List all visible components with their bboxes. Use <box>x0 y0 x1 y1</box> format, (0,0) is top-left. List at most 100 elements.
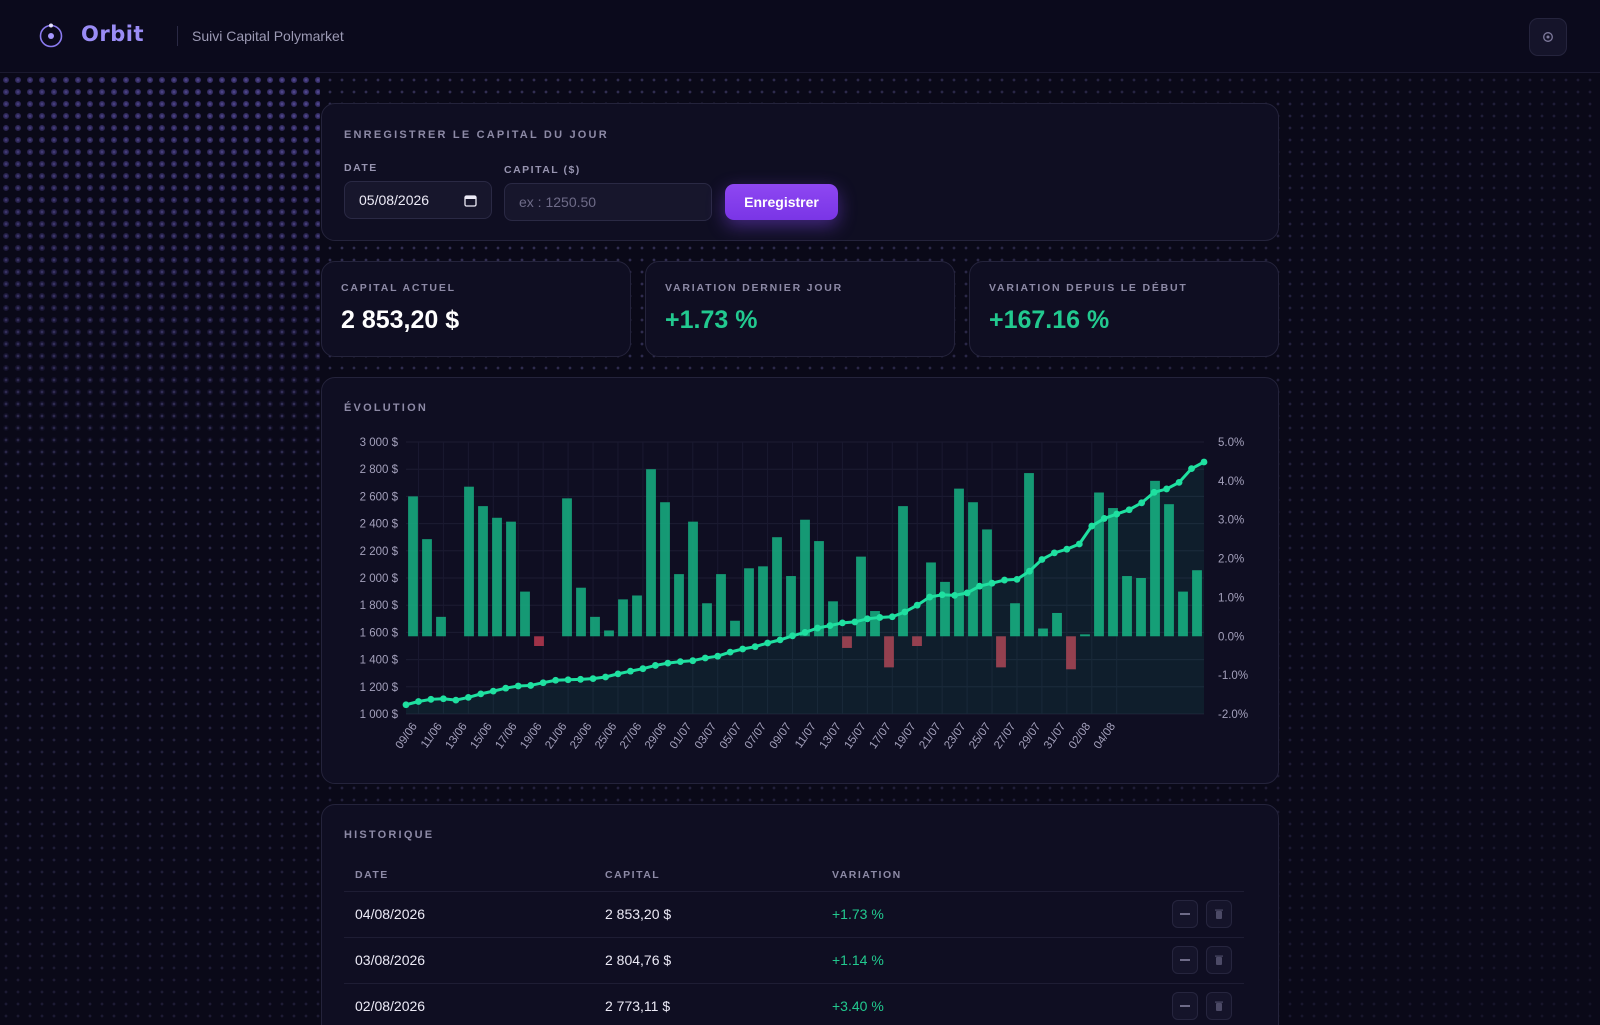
variation-bar <box>814 541 824 637</box>
edit-button[interactable] <box>1172 992 1198 1020</box>
capital-point <box>988 579 996 587</box>
evolution-chart[interactable]: 3 000 $ 2 800 $ 2 600 $ 2 400 $ 2 200 $ 2 000… <box>322 378 1280 785</box>
capital-point <box>926 593 934 601</box>
x-axis-tick-label: 23/07 <box>942 721 968 751</box>
capital-point <box>527 682 535 689</box>
right-axis-tick-label: 4.0% <box>1218 476 1244 488</box>
delete-button[interactable] <box>1206 900 1232 928</box>
variation-bar <box>800 519 810 637</box>
variation-bar <box>436 616 446 637</box>
variation-bar <box>1010 603 1020 637</box>
row-variation: +1.14 % <box>832 952 884 968</box>
capital-point <box>577 675 584 683</box>
variation-bar <box>1080 634 1090 637</box>
capital-point <box>489 687 497 695</box>
row-date: 04/08/2026 <box>355 906 426 922</box>
left-axis-tick-label: 1 200 $ <box>360 682 399 694</box>
settings-button[interactable] <box>1529 18 1567 56</box>
capital-point <box>714 652 722 660</box>
variation-bar <box>674 574 684 637</box>
delete-button[interactable] <box>1206 946 1232 974</box>
calendar-icon[interactable] <box>464 194 477 207</box>
capital-point <box>751 643 759 651</box>
orbit-logo-icon <box>39 23 63 48</box>
capital-point <box>963 589 971 597</box>
variation-bar <box>744 568 754 637</box>
capital-input[interactable]: ex : 1250.50 <box>504 183 712 221</box>
capital-point <box>814 624 821 632</box>
table-row: 03/08/2026 2 804,76 $ +1.14 % <box>344 937 1244 982</box>
capital-point <box>651 662 659 669</box>
left-axis-tick-label: 2 400 $ <box>360 519 399 531</box>
x-axis-tick-label: 21/06 <box>543 721 569 751</box>
capital-point <box>1026 567 1033 575</box>
x-axis-tick-label: 21/07 <box>917 721 943 751</box>
variation-bar <box>870 611 880 637</box>
x-axis-tick-label: 27/07 <box>992 721 1018 751</box>
row-date: 02/08/2026 <box>355 998 426 1014</box>
edit-icon <box>1180 959 1190 961</box>
right-axis-tick-label: -1.0% <box>1218 670 1248 682</box>
col-header-capital: CAPITAL <box>605 869 661 881</box>
delete-button[interactable] <box>1206 992 1232 1020</box>
x-axis-tick-label: 13/07 <box>818 721 844 751</box>
variation-bar <box>688 521 698 637</box>
date-input[interactable]: 05/08/2026 <box>344 181 492 219</box>
variation-bar <box>660 502 670 637</box>
x-axis-tick-label: 11/07 <box>793 721 819 751</box>
variation-bar <box>954 488 964 637</box>
capital-point <box>564 676 572 684</box>
row-date: 03/08/2026 <box>355 952 426 968</box>
variation-bar <box>898 506 908 637</box>
edit-button[interactable] <box>1172 900 1198 928</box>
capital-point <box>1100 515 1108 522</box>
trash-icon <box>1215 1001 1223 1011</box>
x-axis-tick-label: 29/07 <box>1017 721 1043 751</box>
evolution-title: ÉVOLUTION <box>344 402 428 414</box>
capital-point <box>452 696 460 704</box>
capital-point <box>1063 545 1071 553</box>
variation-bar <box>604 630 614 637</box>
record-capital-title: ENREGISTRER LE CAPITAL DU JOUR <box>344 129 609 141</box>
capital-point <box>913 601 921 609</box>
capital-point <box>901 608 909 616</box>
variation-bar <box>702 603 712 637</box>
variation-bar <box>422 539 432 637</box>
edit-button[interactable] <box>1172 946 1198 974</box>
trash-icon <box>1215 909 1223 919</box>
date-label: DATE <box>344 162 378 174</box>
save-button[interactable]: Enregistrer <box>725 184 838 220</box>
row-capital: 2 773,11 $ <box>605 998 671 1014</box>
row-variation: +1.73 % <box>832 906 884 922</box>
x-axis-tick-label: 25/06 <box>593 721 619 751</box>
variation-bar <box>772 537 782 637</box>
capital-point <box>689 657 697 665</box>
capital-point <box>938 591 946 599</box>
capital-point <box>676 658 684 666</box>
variation-bar <box>828 601 838 637</box>
brand-name: Orbit <box>81 22 144 46</box>
gear-icon <box>1543 32 1553 42</box>
variation-bar <box>1108 508 1118 637</box>
variation-bar <box>478 506 488 637</box>
stat-value: +167.16 % <box>989 306 1110 334</box>
capital-point <box>1188 465 1195 473</box>
capital-point <box>614 670 622 678</box>
capital-point <box>1038 556 1046 563</box>
stat-value: 2 853,20 $ <box>341 306 460 334</box>
left-axis-tick-label: 1 800 $ <box>360 600 399 612</box>
x-axis-tick-label: 03/07 <box>693 721 719 751</box>
capital-point <box>776 636 784 644</box>
capital-point <box>589 675 597 683</box>
capital-point <box>789 632 796 640</box>
capital-point <box>1113 510 1121 518</box>
record-capital-card: ENREGISTRER LE CAPITAL DU JOUR DATE 05/0… <box>321 103 1279 241</box>
variation-bar <box>1136 578 1146 637</box>
variation-bar <box>534 636 544 646</box>
left-axis-tick-label: 2 200 $ <box>360 546 399 558</box>
x-axis-tick-label: 05/07 <box>718 721 744 751</box>
col-header-date: DATE <box>355 869 389 881</box>
left-axis-tick-label: 2 600 $ <box>360 491 399 503</box>
capital-point <box>402 701 410 709</box>
x-axis-tick-label: 23/06 <box>568 721 594 751</box>
